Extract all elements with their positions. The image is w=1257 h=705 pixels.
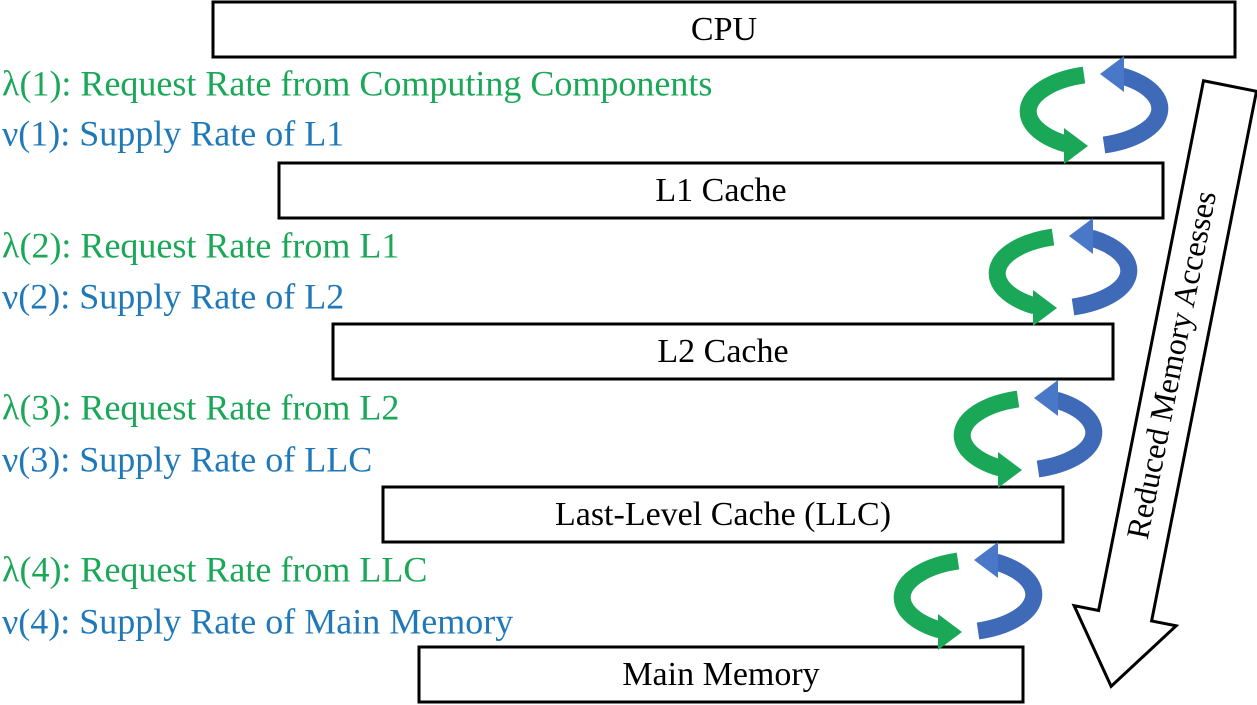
request-head [998, 452, 1022, 488]
request-arc [988, 228, 1055, 315]
level-box [381, 485, 1065, 544]
cycle-arrows [988, 218, 1138, 326]
cycle-arrows [1019, 56, 1169, 164]
request-head [1064, 128, 1088, 164]
request-arc [1019, 66, 1086, 153]
supply-arc [1071, 229, 1138, 316]
level-box [277, 161, 1165, 220]
request-head [1033, 290, 1057, 326]
supply-rate: ν(4): Supply Rate of Main Memory [2, 601, 513, 641]
supply-arc [1036, 391, 1103, 478]
supply-head [974, 542, 998, 578]
supply-arc [976, 553, 1043, 640]
level-box [331, 322, 1115, 381]
supply-rate: ν(3): Supply Rate of LLC [2, 439, 372, 479]
level-label: Last-Level Cache (LLC) [555, 496, 891, 533]
request-arc [893, 552, 960, 639]
level-box [417, 645, 1025, 704]
level-label: L1 Cache [655, 172, 786, 209]
level-box [211, 0, 1237, 59]
supply-arc [1102, 67, 1169, 154]
supply-head [1034, 380, 1058, 416]
request-rate: λ(3): Request Rate from L2 [2, 387, 399, 427]
request-rate: λ(2): Request Rate from L1 [2, 225, 399, 265]
cycle-arrows [893, 542, 1043, 650]
supply-head [1069, 218, 1093, 254]
level-label: CPU [691, 11, 757, 48]
level-label: L2 Cache [657, 333, 788, 370]
request-arc [953, 390, 1020, 477]
cycle-arrows [953, 380, 1103, 488]
supply-head [1100, 56, 1124, 92]
supply-rate: ν(1): Supply Rate of L1 [2, 113, 344, 153]
supply-rate: ν(2): Supply Rate of L2 [2, 276, 344, 316]
request-rate: λ(4): Request Rate from LLC [2, 549, 427, 589]
level-label: Main Memory [622, 656, 819, 693]
request-head [938, 614, 962, 650]
request-rate: λ(1): Request Rate from Computing Compon… [2, 63, 712, 103]
